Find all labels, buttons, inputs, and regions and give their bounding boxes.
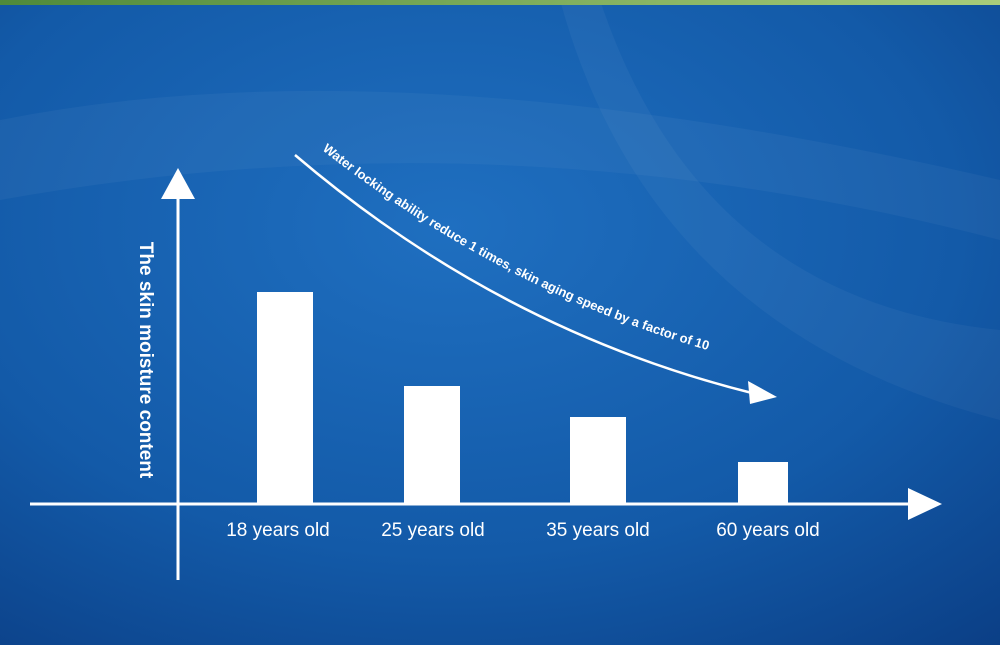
- y-axis-title: The skin moisture content: [135, 242, 156, 479]
- bar: [738, 462, 788, 503]
- x-tick-label: 25 years old: [381, 520, 485, 541]
- x-tick-label: 35 years old: [546, 520, 650, 541]
- background-swirl: [0, 90, 1000, 240]
- bar: [404, 386, 460, 503]
- trend-arrow: [294, 154, 753, 395]
- bar: [257, 292, 313, 503]
- trend-arrow-head: [748, 381, 777, 404]
- y-axis-arrow: [161, 168, 195, 199]
- background-swirl: [560, 0, 1000, 420]
- bar: [570, 417, 626, 503]
- x-axis-arrow: [908, 488, 942, 520]
- top-strip: [0, 0, 1000, 5]
- x-tick-label: 18 years old: [226, 520, 330, 541]
- x-tick-label: 60 years old: [716, 520, 820, 541]
